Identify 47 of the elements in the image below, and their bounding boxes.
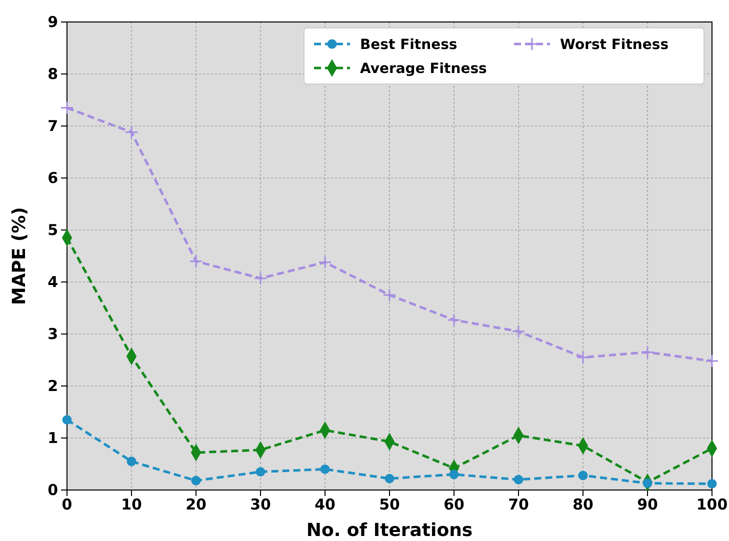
- point: [191, 476, 201, 486]
- point: [449, 470, 459, 480]
- x-axis-title: No. of Iterations: [306, 520, 473, 541]
- legend-label: Average Fitness: [360, 61, 487, 77]
- y-tick-label: 8: [48, 64, 58, 83]
- point: [189, 254, 203, 268]
- legend-label: Worst Fitness: [560, 37, 669, 53]
- point: [640, 345, 654, 359]
- y-axis-title: MAPE (%): [9, 206, 30, 306]
- x-tick-label: 30: [250, 496, 271, 514]
- point: [382, 288, 396, 302]
- point: [705, 354, 719, 368]
- point: [576, 350, 590, 364]
- x-tick-label: 70: [508, 496, 529, 514]
- x-tick-label: 100: [696, 496, 728, 514]
- y-tick-label: 6: [48, 168, 58, 187]
- x-tick-label: 90: [637, 496, 658, 514]
- legend-label: Best Fitness: [360, 37, 458, 53]
- x-tick-label: 10: [121, 496, 142, 514]
- point: [707, 479, 717, 488]
- point: [254, 272, 268, 286]
- y-tick-label: 3: [48, 324, 58, 343]
- y-tick-label: 1: [48, 428, 58, 447]
- point: [514, 474, 524, 484]
- x-tick-label: 40: [314, 496, 336, 514]
- x-tick-label: 20: [186, 496, 206, 514]
- point: [62, 415, 72, 425]
- y-tick-label: 7: [48, 116, 58, 135]
- y-tick-label: 5: [48, 220, 58, 239]
- point: [126, 456, 136, 466]
- point: [320, 464, 330, 474]
- y-tick-label: 9: [48, 12, 58, 31]
- x-tick-label: 50: [379, 496, 400, 514]
- x-tick-label: 0: [62, 496, 72, 514]
- point: [124, 125, 138, 139]
- x-tick-label: 80: [572, 496, 594, 514]
- point: [318, 255, 332, 269]
- point: [384, 474, 394, 484]
- y-tick-label: 2: [48, 376, 58, 395]
- x-tick-label: 60: [444, 496, 464, 514]
- point: [447, 313, 461, 327]
- point: [512, 324, 526, 338]
- point: [60, 101, 74, 115]
- point: [578, 470, 588, 480]
- y-tick-label: 0: [48, 480, 58, 499]
- y-tick-label: 4: [48, 272, 58, 291]
- point: [256, 467, 266, 477]
